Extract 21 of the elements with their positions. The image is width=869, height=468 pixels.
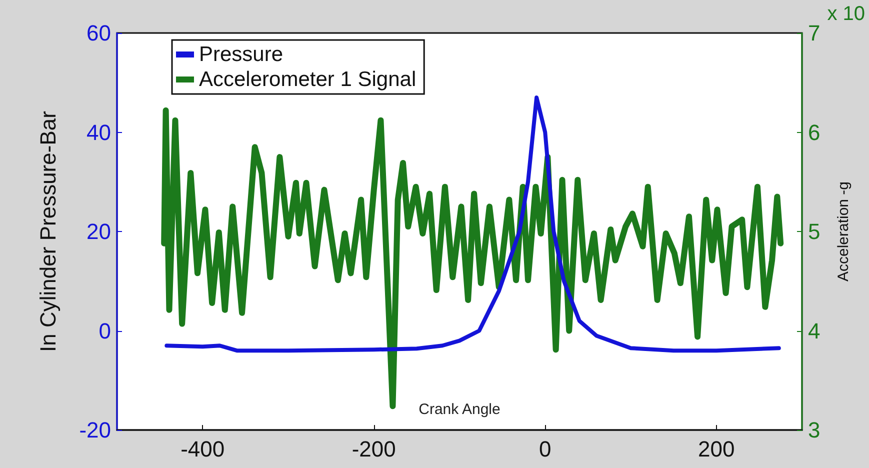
y-tick-label: 60 — [86, 20, 111, 46]
y-axis-title: In Cylinder Pressure-Bar — [36, 111, 60, 352]
line-series — [164, 96, 781, 353]
x-tick-label: 0 — [539, 436, 552, 462]
y-tick-label: 40 — [86, 120, 111, 145]
y2-tick-label: 4 — [808, 318, 820, 344]
y2-tick-label: 3 — [808, 418, 820, 442]
y2-tick-label: 5 — [808, 219, 820, 244]
x-axis-title: Crank Angle — [418, 401, 500, 418]
legend-label: Accelerometer 1 Signal — [199, 68, 416, 91]
y-tick-label: 0 — [98, 318, 111, 344]
y2-axis-title: Acceleration -g — [835, 181, 852, 282]
x-tick-label: 200 — [698, 436, 735, 462]
legend-label: Pressure — [199, 43, 284, 66]
y2-tick-label: 6 — [808, 120, 820, 145]
text: x 10 — [827, 3, 866, 25]
x-tick-label: -200 — [352, 436, 396, 462]
y-tick-label: 20 — [86, 219, 111, 244]
x-tick-label: -400 — [180, 436, 225, 462]
y2-tick-label: 7 — [808, 20, 820, 46]
y-tick-label: -20 — [79, 418, 111, 442]
